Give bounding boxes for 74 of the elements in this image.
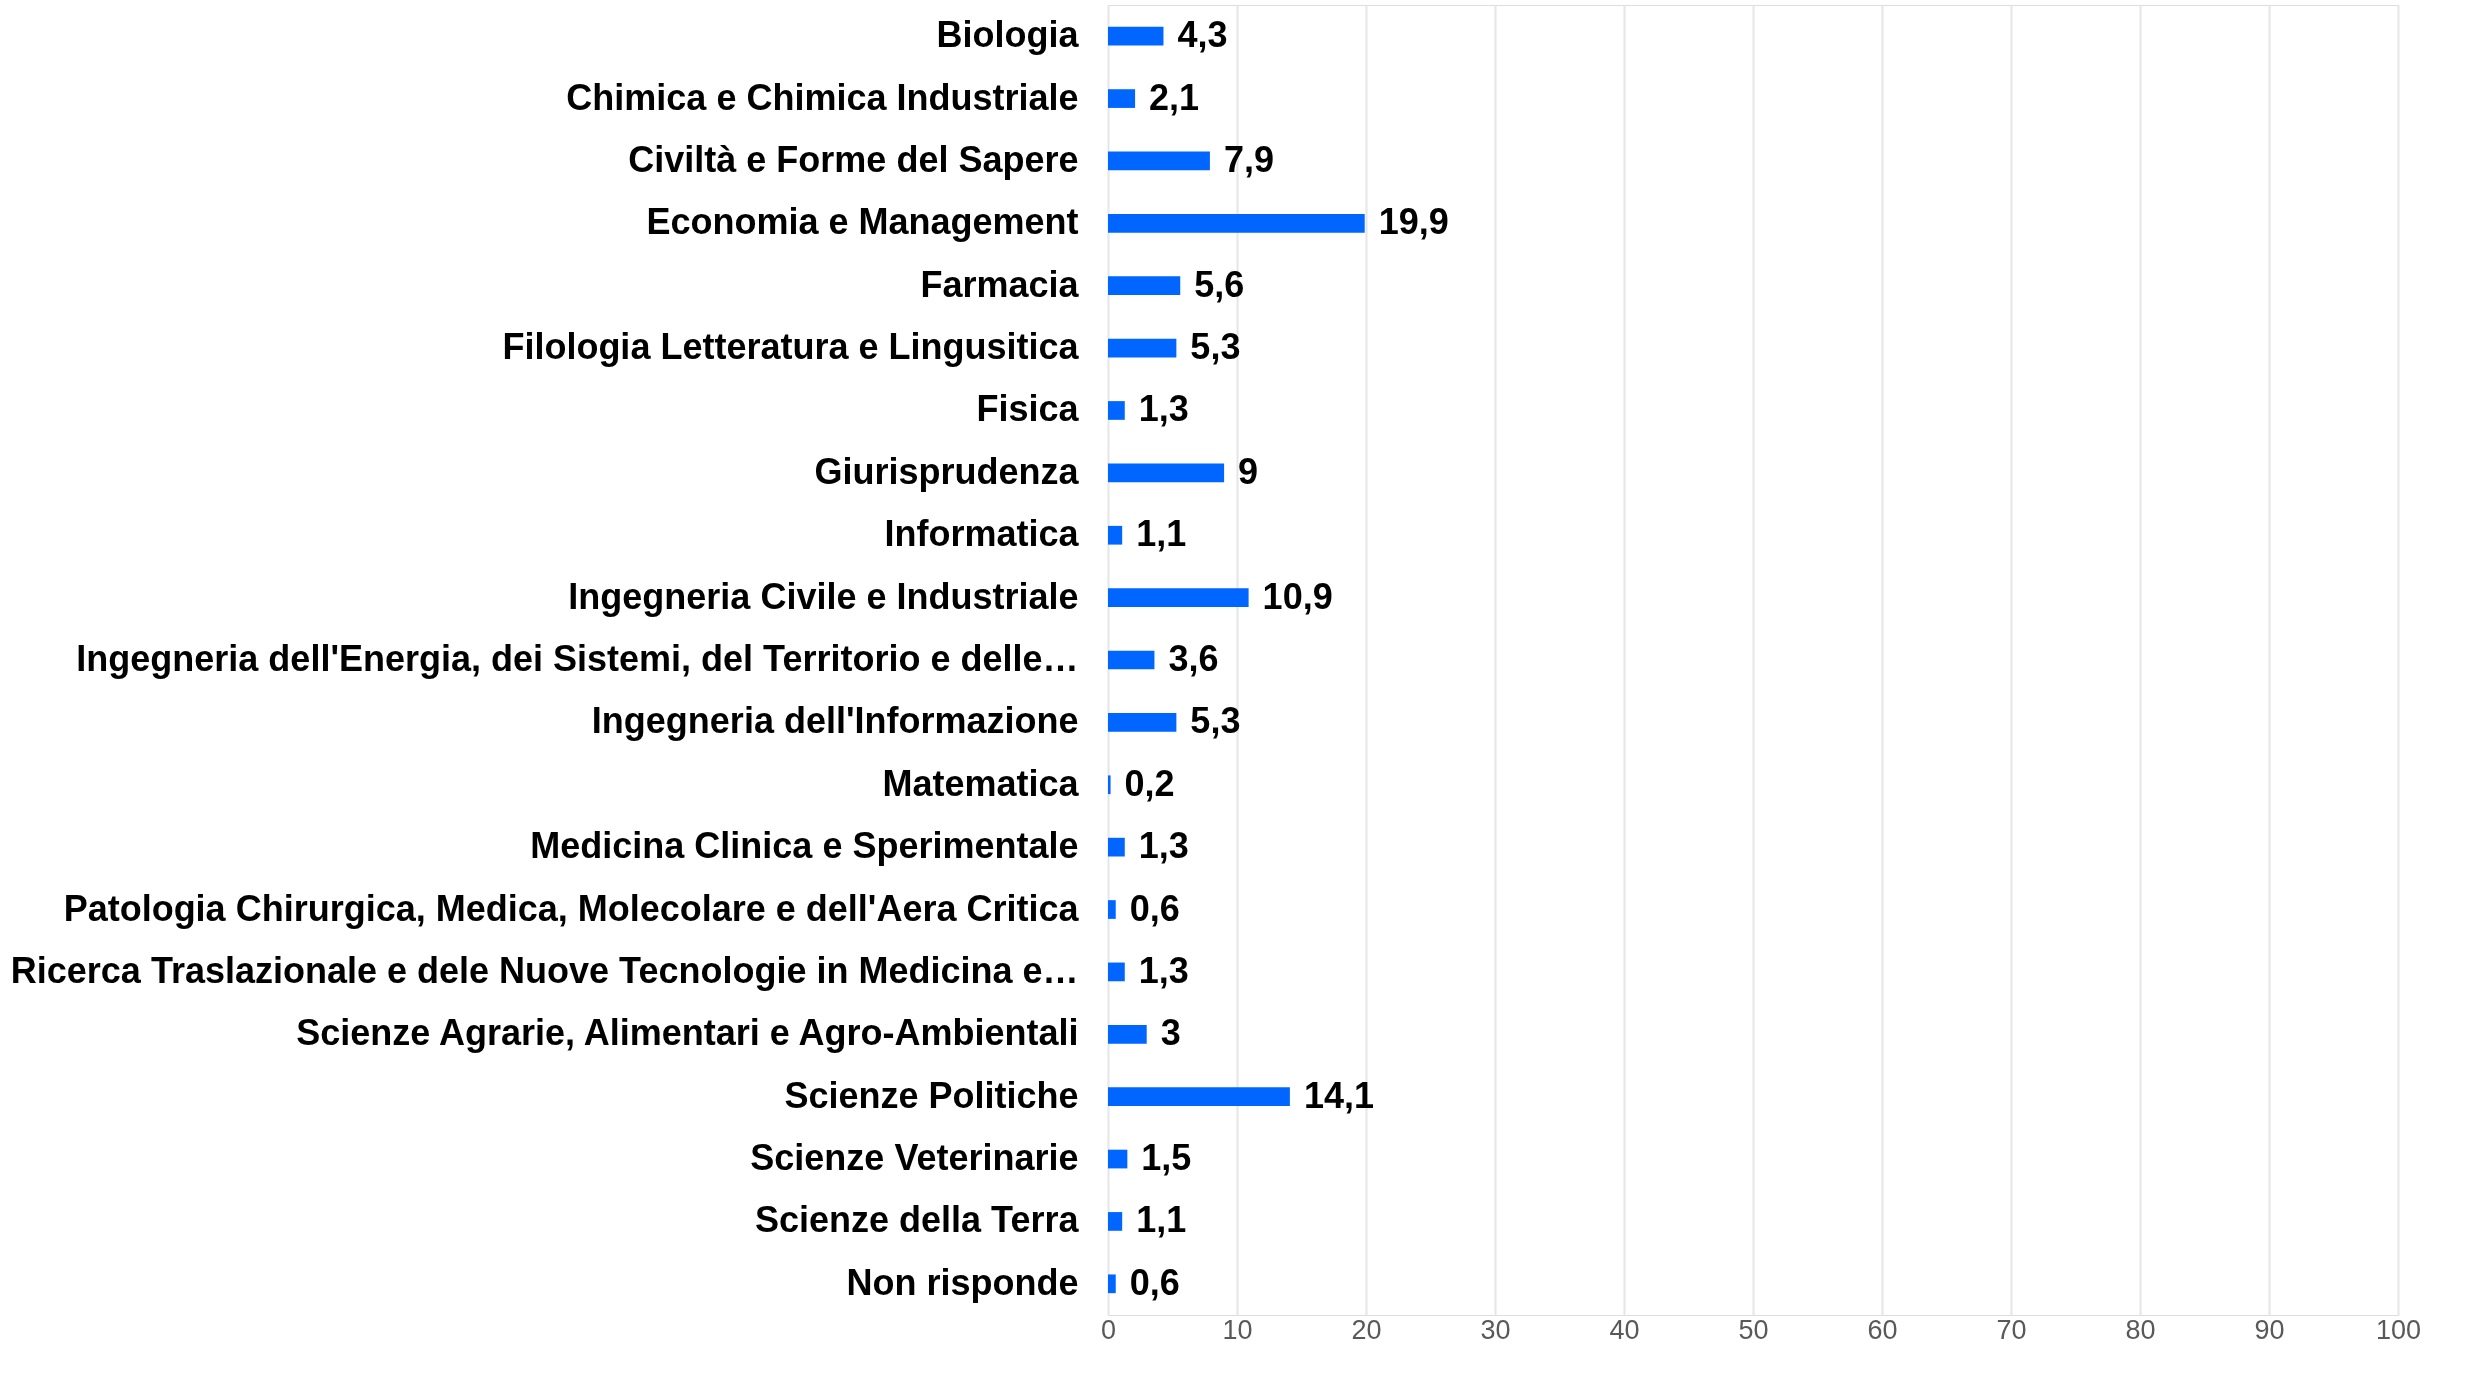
bar: [1108, 900, 1116, 919]
y-tick-label: Matematica: [882, 762, 1080, 804]
bar: [1108, 401, 1125, 420]
x-tick-label: 100: [2375, 1314, 2422, 1345]
y-tick-label: Ingegneria dell'Energia, dei Sistemi, del Territorio e delle…: [76, 638, 1079, 679]
bar: [1108, 588, 1249, 607]
bar: [1108, 775, 1111, 795]
y-tick-label: Scienze Veterinarie: [750, 1137, 1079, 1179]
y-tick-label: Informatica: [884, 513, 1080, 555]
bar: [1108, 338, 1177, 358]
data-label: 1,1: [1136, 1199, 1187, 1241]
bar: [1108, 1024, 1147, 1044]
data-label: 1,1: [1136, 513, 1187, 555]
bar: [1108, 650, 1155, 670]
data-label: 14,1: [1303, 1074, 1374, 1116]
data-label: 0,2: [1124, 762, 1175, 804]
y-tick-label: Ingegneria dell'Informazione: [591, 700, 1079, 742]
data-label: 7,9: [1223, 138, 1274, 180]
x-tick-label: 10: [1222, 1314, 1253, 1345]
bar: [1108, 962, 1125, 982]
data-label: 2,1: [1149, 76, 1200, 118]
x-tick-label: 60: [1867, 1314, 1898, 1345]
data-label: 0,6: [1129, 887, 1180, 929]
y-tick-label: Filologia Letteratura e Lingusitica: [502, 326, 1080, 368]
y-tick-label: Biologia: [936, 14, 1080, 56]
bar: [1108, 26, 1164, 46]
bar: [1108, 1274, 1116, 1294]
data-label: 0,6: [1129, 1261, 1180, 1303]
data-label: 1,3: [1138, 825, 1189, 867]
data-label: 3: [1160, 1012, 1181, 1054]
y-tick-label: Scienze Agrarie, Alimentari e Agro-Ambientali: [296, 1012, 1079, 1054]
y-tick-label: Ingegneria Civile e Industriale: [568, 575, 1079, 617]
bar: [1108, 1212, 1123, 1231]
x-tick-label: 50: [1738, 1314, 1769, 1345]
data-label: 5,6: [1194, 263, 1245, 305]
y-tick-label: Fisica: [976, 388, 1080, 430]
bar: [1108, 1087, 1290, 1107]
y-tick-label: Civiltà e Forme del Sapere: [628, 138, 1079, 180]
bar: [1108, 837, 1125, 857]
bar: [1108, 213, 1365, 233]
x-tick-label: 30: [1480, 1314, 1511, 1345]
y-tick-label: Ricerca Traslazionale e dele Nuove Tecnologie in Medicina e…: [10, 949, 1079, 991]
data-label: 1,3: [1138, 949, 1189, 991]
bar: [1108, 89, 1136, 108]
y-tick-label: Chimica e Chimica Industriale: [566, 76, 1079, 118]
y-tick-label: Non risponde: [846, 1261, 1079, 1303]
y-tick-label: Scienze della Terra: [755, 1199, 1080, 1241]
x-tick-label: 0: [1100, 1314, 1117, 1345]
y-tick-label: Patologia Chirurgica, Medica, Molecolare e dell'Aera Critica: [63, 887, 1080, 929]
data-label: 19,9: [1378, 201, 1449, 243]
x-tick-label: 90: [2254, 1314, 2285, 1345]
data-label: 1,5: [1141, 1137, 1192, 1179]
bar: [1108, 713, 1177, 732]
x-tick-label: 70: [1996, 1314, 2027, 1345]
data-label: 10,9: [1262, 575, 1333, 617]
y-tick-label: Medicina Clinica e Sperimentale: [530, 825, 1079, 867]
x-tick-label: 20: [1351, 1314, 1382, 1345]
y-tick-label: Giurisprudenza: [814, 450, 1080, 492]
y-tick-label: Economia e Management: [646, 201, 1079, 243]
bar: [1108, 1149, 1128, 1169]
x-tick-label: 80: [2125, 1314, 2156, 1345]
y-tick-label: Farmacia: [920, 263, 1080, 305]
bar: [1108, 151, 1210, 171]
data-label: 5,3: [1190, 700, 1241, 742]
bar: [1108, 463, 1225, 483]
bar: [1108, 276, 1181, 296]
data-label: 1,3: [1138, 388, 1189, 430]
x-tick-label: 40: [1609, 1314, 1640, 1345]
bar: [1108, 525, 1123, 545]
y-tick-label: Scienze Politiche: [784, 1074, 1079, 1116]
data-label: 5,3: [1190, 326, 1241, 368]
data-label: 9: [1238, 450, 1259, 492]
data-label: 4,3: [1177, 14, 1228, 56]
data-label: 3,6: [1168, 638, 1219, 679]
